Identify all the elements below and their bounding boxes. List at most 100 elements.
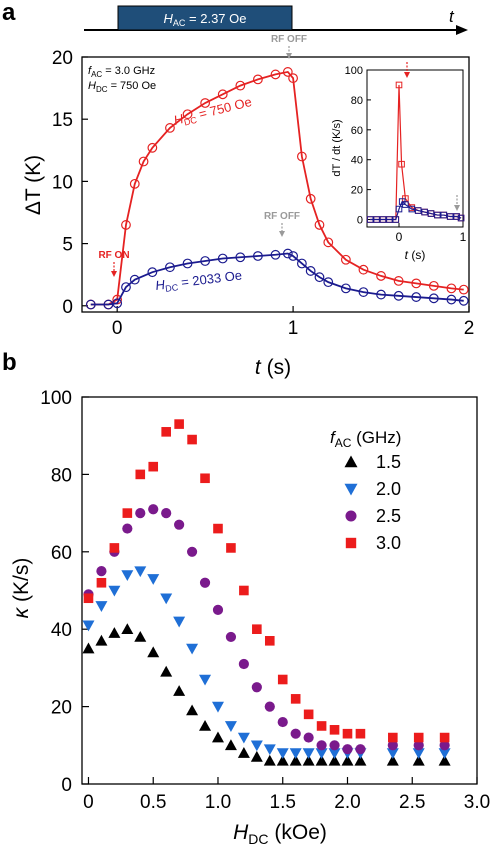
hac-pulse-label: HAC = 2.37 Oe [164, 11, 247, 28]
series-2.0-point [95, 601, 108, 612]
timeline-arrowhead [456, 25, 468, 35]
series-2.5-point [122, 523, 133, 534]
series-3.0-point [161, 427, 171, 437]
series-1.5-point [237, 747, 250, 758]
series-2.5-point [355, 744, 366, 755]
inset-series-1-point [421, 208, 428, 216]
series-3.0-point [239, 585, 249, 596]
series-2.5-point [251, 682, 262, 693]
timeline-t-label: t [449, 7, 455, 26]
panel-b-frame [81, 396, 478, 785]
series-1-point [129, 274, 140, 285]
inset-series-1-point [457, 214, 465, 222]
series-0-point [428, 280, 439, 291]
y-tick-label: 80 [51, 465, 72, 486]
series-2.0-point [289, 748, 302, 760]
x-tick-label: 1.0 [205, 792, 231, 813]
rf-off-arrowhead-main [286, 53, 292, 59]
series-3.0-point [109, 543, 120, 553]
panel-b-plot: 0 0.5 1.0 1.5 2.0 2.5 3.0 0 20 40 60 80 100 [40, 388, 490, 813]
series-2.5-point [290, 728, 301, 739]
series-0-point [323, 237, 334, 248]
series-3.0-point [200, 473, 210, 484]
series-2.5-point [135, 507, 146, 519]
series-2.0-point [211, 701, 224, 713]
series-1-point [182, 258, 193, 269]
series-2.5-point [413, 740, 424, 751]
series-1-point [411, 292, 422, 302]
panel-b-ylabel: κ (K/s) [10, 558, 33, 619]
rf-off-label-blue: RF OFF [264, 211, 300, 222]
panel-b-ticks: 0 0.5 1.0 1.5 2.0 2.5 3.0 0 20 40 60 80 100 [40, 388, 490, 813]
legend-label-2.0: 2.0 [376, 479, 401, 499]
x-tick-label: 3.0 [464, 792, 490, 813]
timeline: HAC = 2.37 Oe t [84, 5, 468, 35]
series-0-point [235, 80, 246, 91]
x-tick-label: 0 [112, 318, 123, 339]
y-tick-label: 0 [61, 775, 72, 796]
series-3.0-point [213, 523, 223, 534]
series-3.0-point [388, 732, 398, 743]
y-tick-label: 20 [51, 698, 72, 719]
series-0-point [138, 156, 149, 167]
series-2.0-point [186, 643, 199, 655]
series-3.0-point [303, 709, 314, 720]
inset-ylabel: dT / dt (K/s) [331, 119, 343, 176]
x-tick-label: 0 [83, 792, 94, 813]
y-tick-label: 60 [51, 543, 72, 564]
legend-marker-3.0 [345, 537, 357, 549]
series-1-point [121, 282, 131, 293]
series-1.5-point [147, 646, 160, 658]
x-tick-label: 2.5 [399, 792, 425, 813]
panel-a-series [85, 67, 469, 310]
series-0-point [217, 89, 228, 100]
series-1-point [305, 266, 316, 276]
series-1.5-point [386, 754, 399, 766]
series-1-point [253, 251, 263, 261]
series-0-point [458, 284, 469, 295]
series-2.5-point [439, 740, 450, 751]
series-2.0-point [147, 574, 160, 585]
inset-series-1-point [386, 216, 393, 223]
series-1.5-point [250, 750, 263, 762]
series-2.5-point [303, 732, 314, 743]
y-tick-label: 20 [52, 48, 73, 69]
inset-series-1-point [379, 216, 387, 223]
y-tick-label: 40 [51, 620, 72, 641]
inset-y-tick-label: 100 [345, 65, 363, 77]
series-2.0-point [108, 585, 121, 597]
x-tick-label: 1 [288, 318, 299, 339]
series-0-point [129, 178, 140, 189]
series-0-point [340, 254, 351, 265]
series-1.5-point [134, 630, 147, 642]
panel-b-xlabel: HDC (kOe) [233, 821, 327, 847]
series-3.0-point [83, 593, 94, 604]
series-2.5-point [186, 546, 198, 557]
series-1-point [376, 289, 386, 300]
inset-y-tick-label: 0 [357, 215, 363, 227]
panel-a-ylabel: ΔT (K) [22, 155, 45, 215]
series-2.0-point [250, 740, 263, 752]
inset-series-0-point [398, 160, 405, 168]
series-3.0-point [413, 732, 424, 743]
y-tick-label: 10 [52, 172, 73, 193]
inset-series-1-point [395, 205, 403, 213]
series-1-point [446, 294, 457, 305]
inset-series-1-point [453, 213, 460, 220]
x-tick-label: 1.5 [270, 792, 296, 813]
series-1-point [165, 262, 175, 273]
series-2.0-point [121, 570, 134, 582]
y-tick-label: 100 [40, 388, 72, 409]
legend-items: 1.5 2.0 2.5 3.0 [344, 452, 401, 553]
params-line-fac: fAC = 3.0 GHz [88, 65, 155, 79]
series-1.5-point [211, 731, 224, 743]
panel-b-series [82, 419, 451, 766]
series-0-point [376, 271, 386, 281]
inset-y-tick-label: 40 [351, 155, 363, 167]
legend-label-3.0: 3.0 [376, 533, 401, 553]
series-1.5-point [224, 739, 237, 751]
inset-x-tick-label: 0 [396, 230, 403, 244]
series-2.5-point [199, 577, 211, 588]
series-1.5-point [289, 754, 302, 766]
